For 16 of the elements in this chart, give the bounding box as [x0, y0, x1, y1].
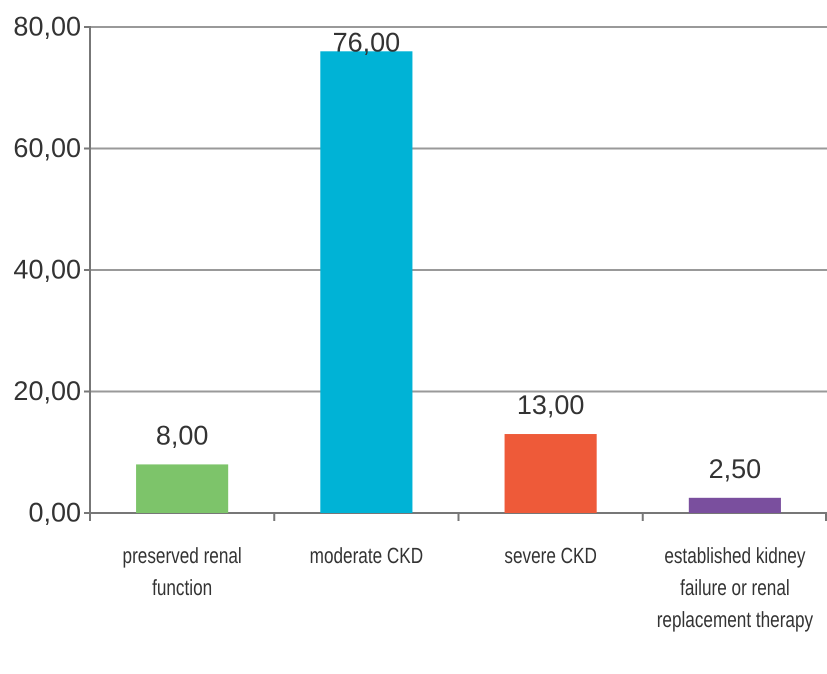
data-label: 8,00 — [156, 420, 208, 450]
x-tick-label: established kidney failure or renal replacement therapy — [656, 544, 814, 632]
y-tick-label: 60,00 — [13, 133, 81, 164]
y-tick-label: 20,00 — [13, 376, 81, 406]
bar — [504, 434, 597, 513]
y-tick-label: 40,00 — [13, 254, 81, 285]
x-tick-label: severe CKD — [504, 544, 597, 569]
bar — [136, 464, 228, 513]
bar — [688, 498, 781, 513]
y-tick-label: 0,00 — [28, 498, 81, 528]
data-label: 13,00 — [516, 390, 584, 420]
data-label: 76,00 — [332, 27, 400, 58]
y-tick-label: 80,00 — [13, 12, 81, 42]
data-label: 2,50 — [708, 454, 762, 484]
x-tick-label: preserved renal function — [122, 544, 242, 600]
x-tick-label: moderate CKD — [310, 544, 424, 569]
